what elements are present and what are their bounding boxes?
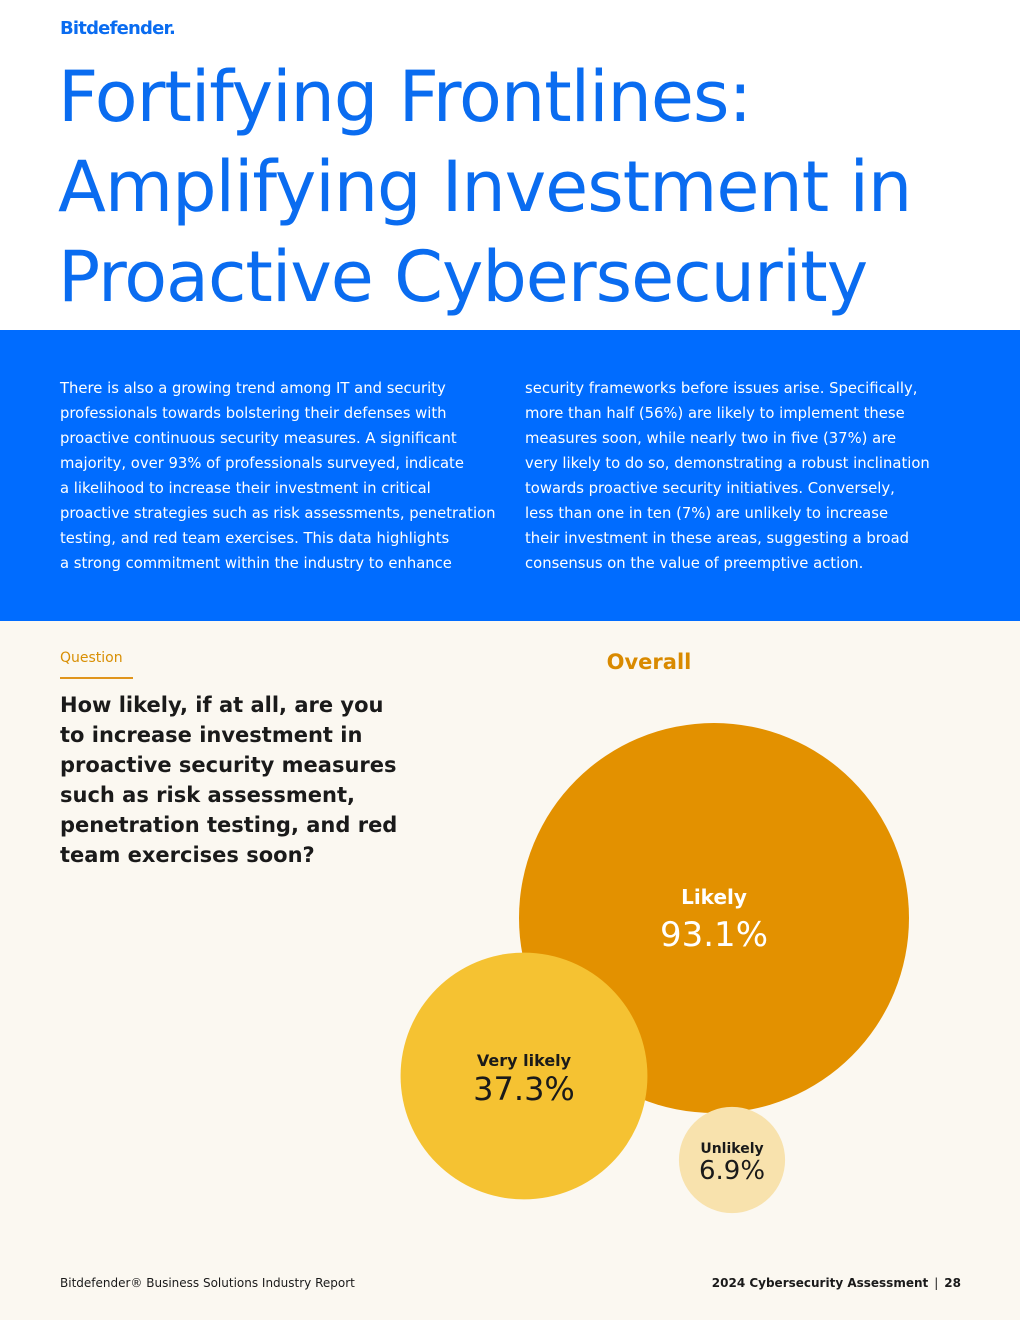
intro-band: There is also a growing trend among IT a… (0, 330, 1020, 621)
title-line: Proactive Cybersecurity (58, 236, 868, 318)
brand-logo[interactable]: Bitdefender. (60, 18, 176, 39)
intro-line: very likely to do so, demonstrating a ro… (525, 455, 930, 472)
bubble-label: Likely (681, 885, 747, 909)
question-line: team exercises soon? (60, 843, 315, 867)
page-title: Fortifying Frontlines: Amplifying Invest… (58, 52, 998, 322)
header-section: Bitdefender. Fortifying Frontlines: Ampl… (0, 0, 1020, 330)
intro-line: their investment in these areas, suggest… (525, 530, 910, 547)
footer-page-info: 2024 Cybersecurity Assessment | 28 (712, 1276, 961, 1290)
bubble-value: 93.1% (660, 915, 768, 955)
page-number: 28 (944, 1276, 961, 1290)
title-line: Fortifying Frontlines: (58, 56, 752, 138)
bubble-label: Unlikely (700, 1141, 763, 1157)
question-line: to increase investment in (60, 723, 363, 747)
intro-line: a strong commitment within the industry … (60, 555, 452, 572)
chart-title: Overall (606, 650, 692, 674)
intro-line: proactive continuous security measures. … (60, 430, 457, 447)
intro-line: towards proactive security initiatives. … (525, 480, 895, 497)
bubble-very-likely (400, 952, 648, 1200)
question-label-underline (60, 677, 133, 679)
intro-line: testing, and red team exercises. This da… (60, 530, 450, 547)
intro-left-column: There is also a growing trend among IT a… (60, 376, 496, 576)
bubble-value: 37.3% (473, 1070, 575, 1108)
bubble-value: 6.9% (699, 1156, 765, 1186)
question-line: such as risk assessment, (60, 783, 355, 807)
bubble-label: Very likely (477, 1051, 572, 1070)
question-line: penetration testing, and red (60, 813, 398, 837)
intro-line: a likelihood to increase their investmen… (60, 480, 431, 497)
intro-line: more than half (56%) are likely to imple… (525, 405, 905, 422)
intro-line: measures soon, while nearly two in five … (525, 430, 897, 447)
title-line: Amplifying Investment in (58, 146, 912, 228)
question-line: How likely, if at all, are you (60, 693, 384, 717)
footer-report-name: 2024 Cybersecurity Assessment (711, 1276, 929, 1290)
bubble-unlikely (678, 1106, 786, 1214)
question-text: How likely, if at all, are you to increa… (60, 690, 397, 870)
intro-line: less than one in ten (7%) are unlikely t… (525, 505, 889, 522)
intro-line: security frameworks before issues arise.… (525, 380, 918, 397)
footer-report-title: Bitdefender® Business Solutions Industry… (60, 1276, 355, 1290)
bubble-likely (519, 723, 909, 1113)
intro-line: proactive strategies such as risk assess… (60, 505, 496, 522)
intro-line: professionals towards bolstering their d… (60, 405, 447, 422)
intro-line: majority, over 93% of professionals surv… (60, 455, 464, 472)
question-label: Question (60, 650, 123, 666)
intro-right-column: security frameworks before issues arise.… (525, 376, 930, 576)
question-line: proactive security measures (60, 753, 397, 777)
intro-line: There is also a growing trend among IT a… (60, 380, 446, 397)
footer-separator: | (934, 1276, 939, 1290)
intro-line: consensus on the value of preemptive act… (525, 555, 864, 572)
